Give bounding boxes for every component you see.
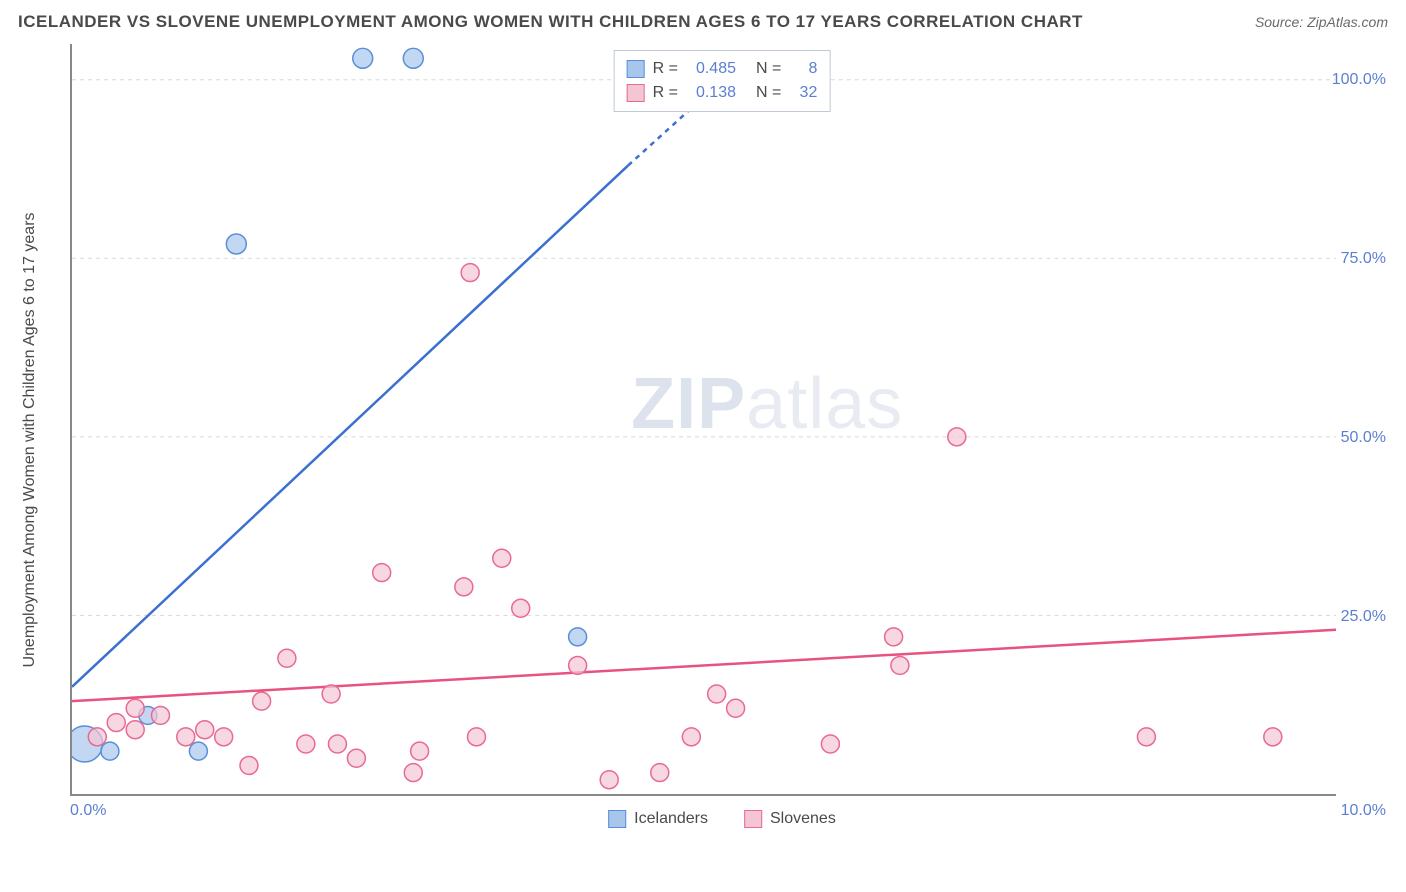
y-tick-75: 75.0% xyxy=(1341,250,1386,268)
swatch-icelanders xyxy=(627,60,645,78)
y-tick-100: 100.0% xyxy=(1332,71,1386,89)
x-tick-0: 0.0% xyxy=(70,802,106,820)
chart-header: ICELANDER VS SLOVENE UNEMPLOYMENT AMONG … xyxy=(0,0,1406,40)
stats-row-slovenes: R = 0.138 N = 32 xyxy=(627,81,818,105)
legend-item-slovenes: Slovenes xyxy=(744,810,836,828)
chart-container: Unemployment Among Women with Children A… xyxy=(50,44,1394,836)
swatch-slovenes-icon xyxy=(744,810,762,828)
x-tick-10: 10.0% xyxy=(1341,802,1386,820)
plot-area: ZIPatlas xyxy=(70,44,1336,796)
swatch-slovenes xyxy=(627,84,645,102)
legend-item-icelanders: Icelanders xyxy=(608,810,708,828)
stats-legend: R = 0.485 N = 8 R = 0.138 N = 32 xyxy=(614,50,831,112)
swatch-icelanders-icon xyxy=(608,810,626,828)
chart-title: ICELANDER VS SLOVENE UNEMPLOYMENT AMONG … xyxy=(18,12,1083,32)
y-tick-25: 25.0% xyxy=(1341,608,1386,626)
source-attribution: Source: ZipAtlas.com xyxy=(1255,14,1388,30)
y-tick-50: 50.0% xyxy=(1341,429,1386,447)
y-axis-label: Unemployment Among Women with Children A… xyxy=(21,212,39,667)
stats-row-icelanders: R = 0.485 N = 8 xyxy=(627,57,818,81)
scatter-plot-svg xyxy=(72,44,1336,794)
series-legend: Icelanders Slovenes xyxy=(608,810,836,828)
